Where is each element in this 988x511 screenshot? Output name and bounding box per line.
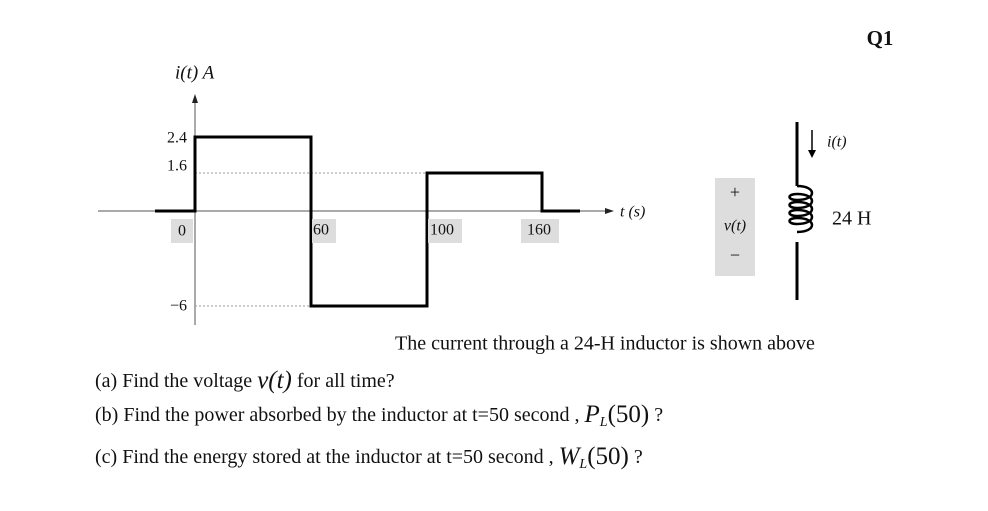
question: (b) Find the power absorbed by the induc… xyxy=(95,401,663,430)
plus: + xyxy=(730,182,740,202)
current-label: i(t) xyxy=(827,134,847,151)
question-end: ? xyxy=(654,404,663,426)
caption: The current through a 24-H inductor is s… xyxy=(395,333,815,355)
label-bg xyxy=(521,219,559,243)
y-axis-label: i(t) A xyxy=(175,62,215,83)
origin-label: 0 xyxy=(178,223,186,240)
x-axis-label: t (s) xyxy=(620,204,645,221)
arrowhead xyxy=(605,208,614,214)
question-text: (b) Find the power absorbed by the induc… xyxy=(95,404,580,426)
math-arg: (50) xyxy=(608,401,650,428)
minus: − xyxy=(730,245,740,265)
x-tick-label: 60 xyxy=(313,222,329,239)
voltage-label: v(t) xyxy=(724,218,746,235)
question: (c) Find the energy stored at the induct… xyxy=(95,443,643,472)
math: P xyxy=(584,401,600,428)
voltage-box xyxy=(715,178,755,276)
question-label: Q1 xyxy=(867,26,894,50)
label-bg xyxy=(171,219,193,243)
arrowhead xyxy=(808,150,816,158)
y-tick-label: 1.6 xyxy=(167,158,187,175)
label-bg xyxy=(312,219,336,243)
y-tick-label: −6 xyxy=(170,298,187,315)
label-bg xyxy=(428,219,462,243)
question: (a) Find the voltage v(t) for all time? xyxy=(95,367,395,394)
question-end: for all time? xyxy=(297,370,395,392)
coil xyxy=(788,184,814,234)
x-tick-label: 160 xyxy=(527,222,551,239)
subscript: L xyxy=(578,457,587,472)
math: v(t) xyxy=(257,367,292,394)
question-text: (c) Find the energy stored at the induct… xyxy=(95,446,554,468)
arrowhead xyxy=(192,94,198,103)
question-text: (a) Find the voltage xyxy=(95,370,252,392)
x-tick-label: 100 xyxy=(430,222,454,239)
question-end: ? xyxy=(634,446,643,468)
subscript: L xyxy=(599,415,608,430)
waveform xyxy=(155,135,580,308)
math: W xyxy=(559,443,582,470)
math-arg: (50) xyxy=(587,443,629,470)
inductance-label: 24 H xyxy=(832,208,871,230)
y-tick-label: 2.4 xyxy=(167,130,187,147)
